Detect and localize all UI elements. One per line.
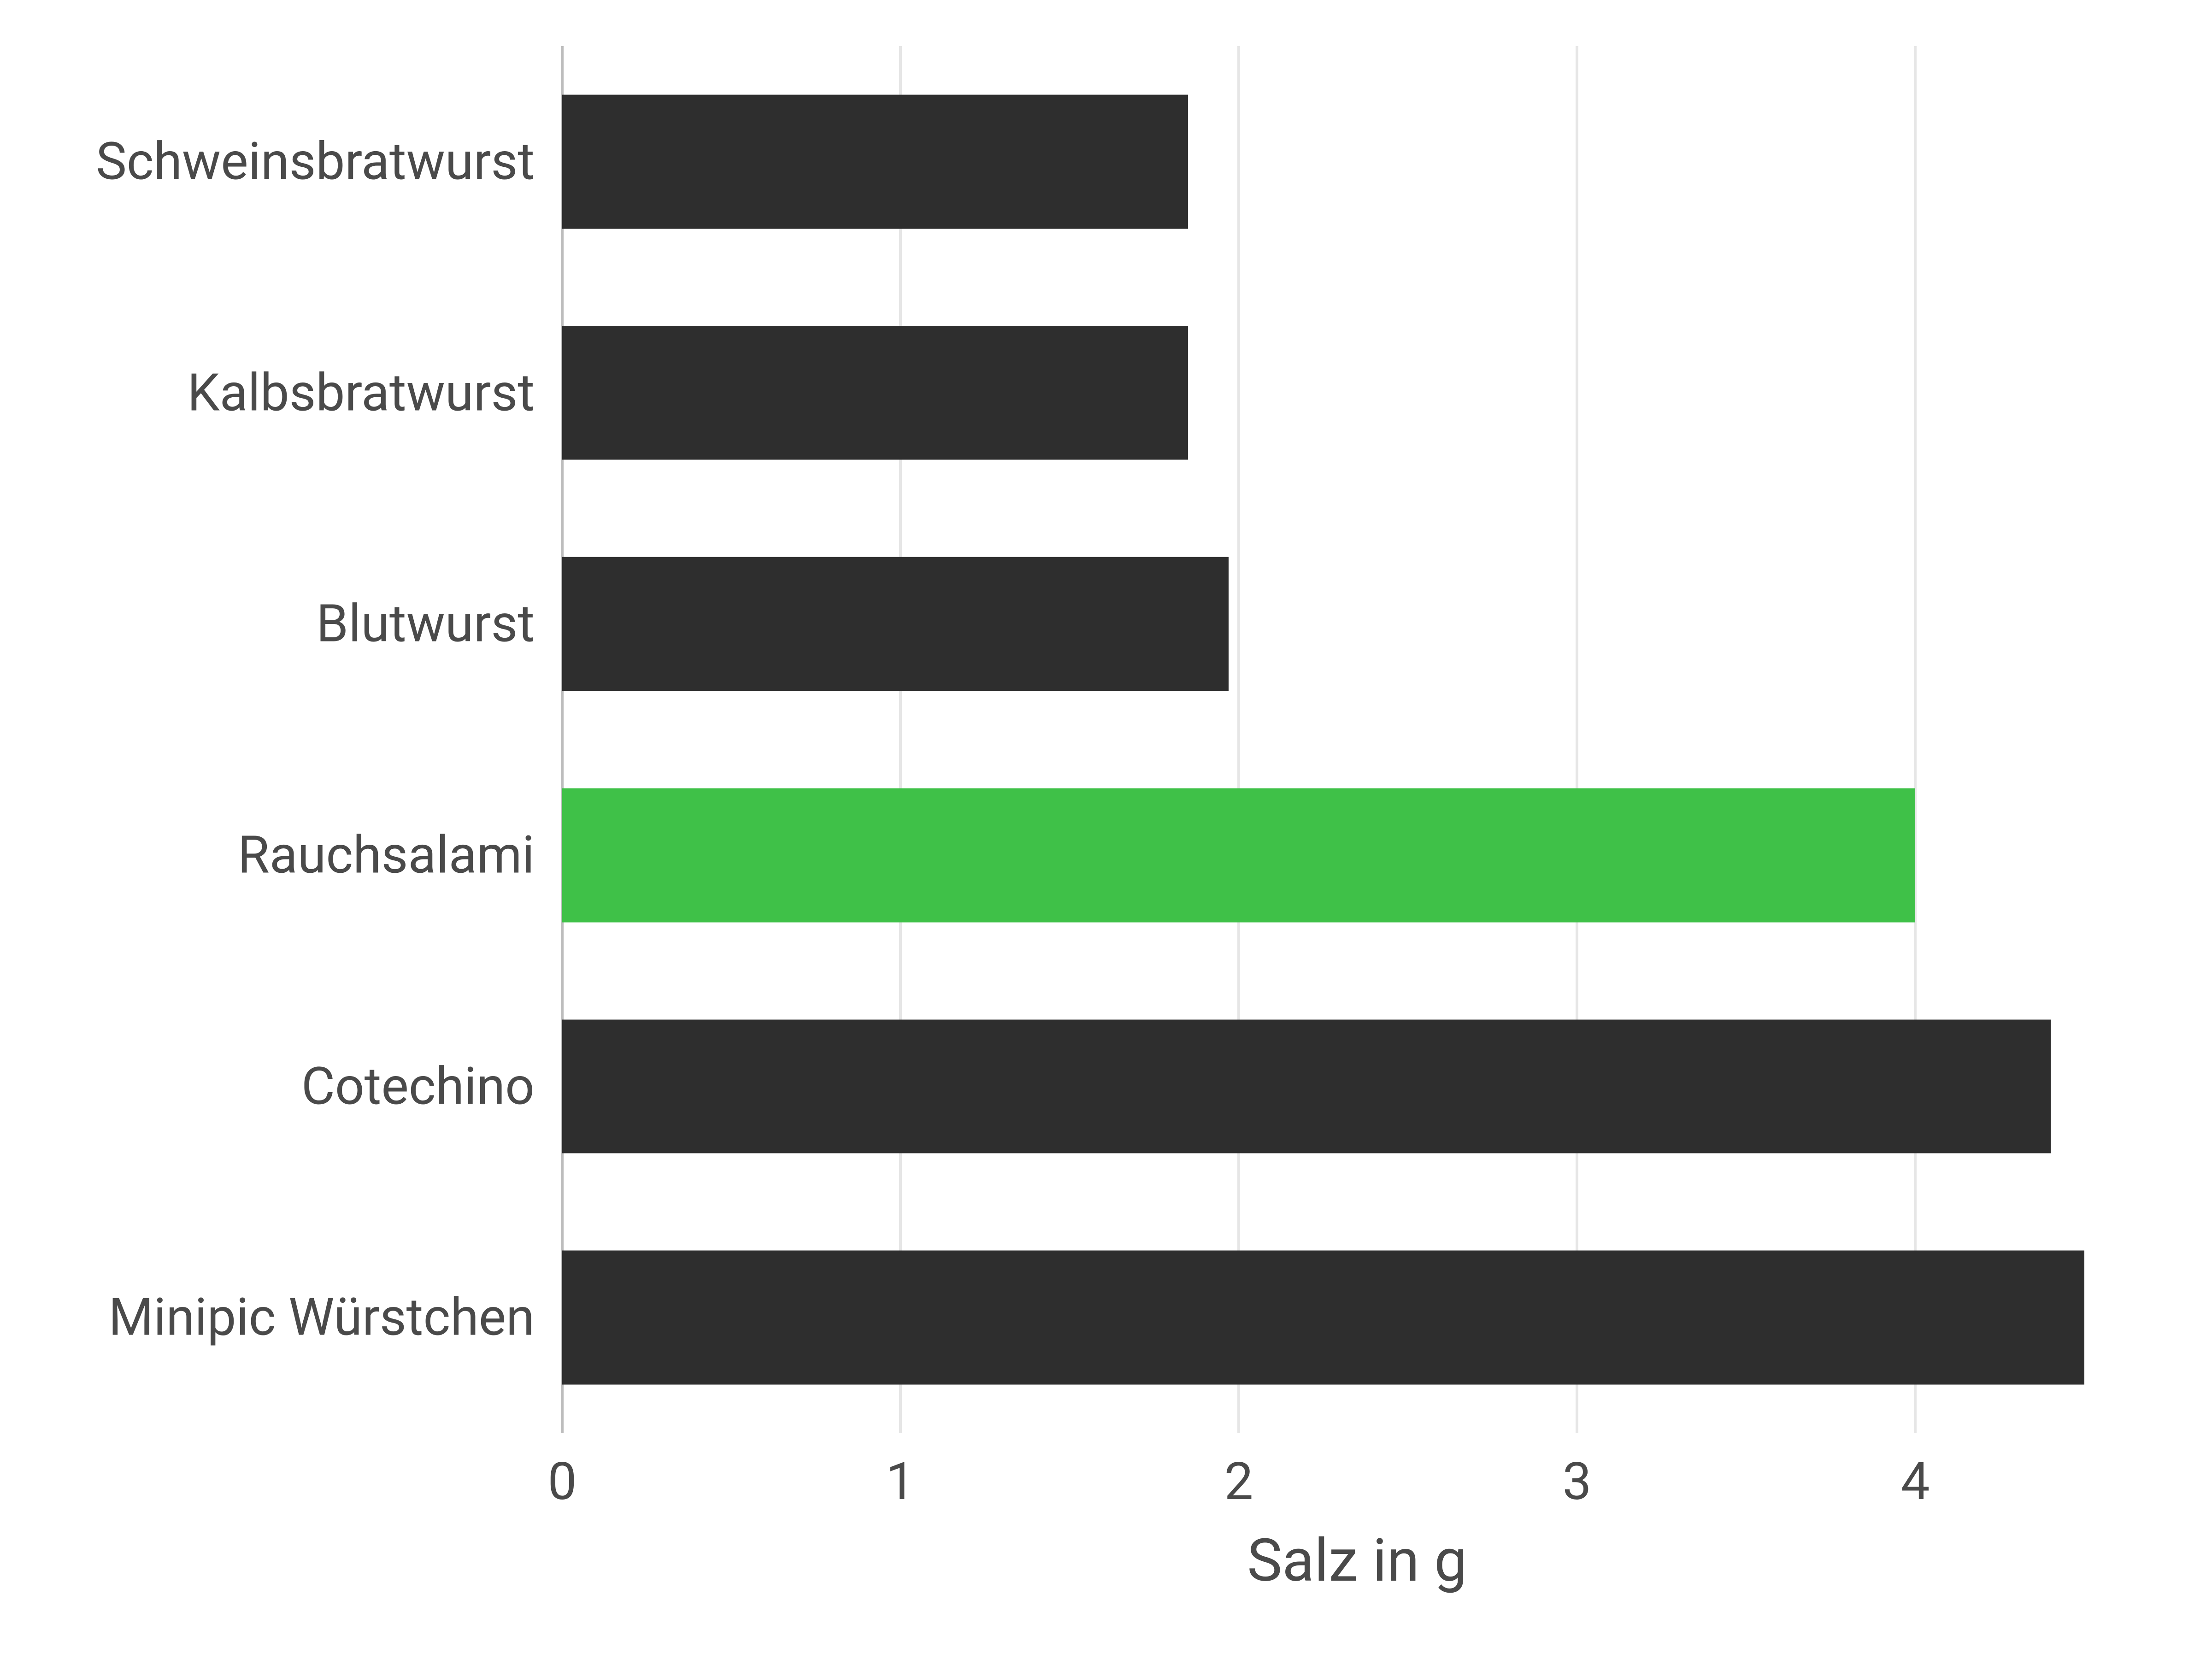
bar [562,1019,2051,1153]
plot-area [562,46,2152,1433]
y-axis-label: Blutwurst [316,594,535,654]
grid-line [1914,46,1917,1433]
y-axis-label: Cotechino [301,1056,535,1117]
x-axis-tick-label: 4 [1901,1452,1930,1512]
x-axis-tick-label: 1 [886,1452,915,1512]
bar [562,788,1915,922]
chart-container: Schweinsbratwurst Kalbsbratwurst Blutwurst… [0,0,2212,1659]
y-axis-label: Minipic Würstchen [108,1288,535,1348]
x-axis-tick-label: 0 [548,1452,577,1512]
grid-line [1237,46,1240,1433]
y-axis-label: Rauchsalami [238,825,535,885]
bar [562,326,1188,460]
y-axis-label: Schweinsbratwurst [96,131,535,192]
bar [562,1251,2084,1385]
grid-line [899,46,902,1433]
x-axis-tick-label: 2 [1224,1452,1253,1512]
bar [562,94,1188,229]
x-axis-title: Salz in g [1247,1526,1467,1595]
grid-line [1576,46,1578,1433]
bar [562,557,1229,691]
x-axis-tick-label: 3 [1563,1452,1592,1512]
y-axis-label: Kalbsbratwurst [187,363,535,423]
y-axis-line [561,46,564,1433]
